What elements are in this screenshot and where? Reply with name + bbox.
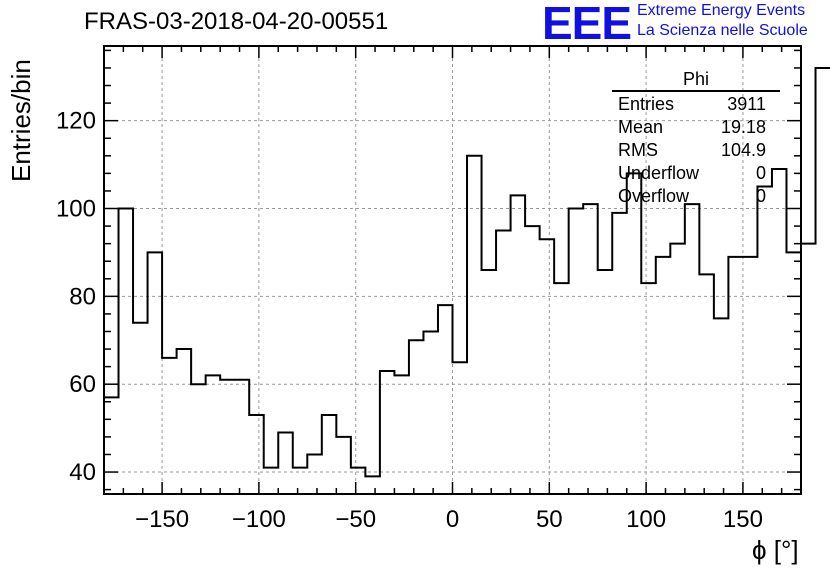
stats-key: Entries xyxy=(618,94,675,114)
y-tick-label: 80 xyxy=(69,283,96,310)
y-tick-label: 60 xyxy=(69,371,96,398)
x-tick-label: 50 xyxy=(536,506,563,533)
stats-key: Overflow xyxy=(618,186,690,206)
stats-value: 19.18 xyxy=(720,117,766,137)
y-tick-label: 40 xyxy=(69,459,96,486)
chart-title: FRAS-03-2018-04-20-00551 xyxy=(84,8,389,35)
stats-row-entries: Entries 3911 xyxy=(612,93,780,116)
stats-value: 3911 xyxy=(727,94,766,114)
logo-text-line1: Extreme Energy Events xyxy=(637,2,806,19)
stats-key: Mean xyxy=(618,117,664,137)
stats-row-overflow: Overflow 0 xyxy=(612,185,780,208)
x-tick-label: 0 xyxy=(446,506,459,533)
stats-box-title: Phi xyxy=(612,68,780,92)
stats-row-mean: Mean 19.18 xyxy=(612,116,780,139)
stats-row-rms: RMS 104.9 xyxy=(612,139,780,162)
x-tick-label: −150 xyxy=(135,506,189,533)
stats-value: 0 xyxy=(755,163,766,183)
y-tick-label: 100 xyxy=(56,196,96,223)
histogram-series-line xyxy=(104,66,831,478)
x-tick-label: −100 xyxy=(232,506,286,533)
stats-key: RMS xyxy=(618,140,658,160)
stats-row-underflow: Underflow 0 xyxy=(612,162,780,185)
x-tick-label: −50 xyxy=(335,506,376,533)
stats-box: Phi Entries 3911 Mean 19.18 RMS 104.9 Un… xyxy=(612,68,780,208)
stats-value: 0 xyxy=(755,186,766,206)
stats-value: 104.9 xyxy=(720,140,766,160)
y-tick-label: 120 xyxy=(56,108,96,135)
x-axis-label: ϕ [°] xyxy=(752,535,799,565)
y-axis-label: Entries/bin xyxy=(6,59,36,182)
x-tick-label: 100 xyxy=(626,506,666,533)
eee-logo: EEE xyxy=(542,0,632,49)
logo-text-line2: La Scienza nelle Scuole xyxy=(637,22,808,39)
stats-key: Underflow xyxy=(618,163,700,183)
x-tick-label: 150 xyxy=(723,506,763,533)
